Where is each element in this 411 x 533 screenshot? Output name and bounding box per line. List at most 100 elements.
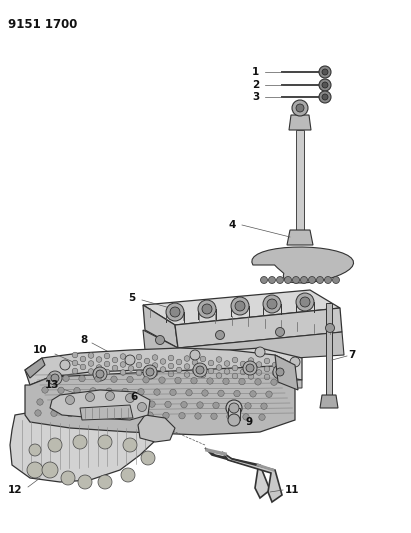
Circle shape [232,365,238,371]
Polygon shape [289,115,311,130]
Circle shape [152,370,158,376]
Circle shape [332,277,339,284]
Polygon shape [222,452,282,502]
Circle shape [186,390,192,396]
Circle shape [250,391,256,397]
Circle shape [243,361,257,375]
Polygon shape [175,308,342,348]
Circle shape [261,403,267,409]
Circle shape [80,356,86,362]
Circle shape [184,364,190,369]
Circle shape [168,363,174,369]
Circle shape [325,277,332,284]
Circle shape [277,277,284,284]
Circle shape [93,367,107,381]
Text: 9151 1700: 9151 1700 [8,18,77,31]
Circle shape [152,354,158,360]
Polygon shape [326,303,332,400]
Circle shape [138,389,144,395]
Circle shape [322,82,328,88]
Circle shape [239,378,245,385]
Circle shape [85,400,91,406]
Circle shape [234,390,240,397]
Circle shape [235,301,245,311]
Circle shape [215,330,224,340]
Circle shape [149,401,155,407]
Circle shape [154,389,160,395]
Circle shape [175,377,181,384]
Circle shape [223,378,229,384]
Circle shape [147,412,153,418]
Circle shape [246,364,254,372]
Text: 1: 1 [252,67,259,77]
Polygon shape [252,247,353,283]
Circle shape [218,390,224,397]
Circle shape [85,392,95,401]
Circle shape [37,399,43,405]
Circle shape [144,366,150,372]
Circle shape [83,411,89,417]
Circle shape [208,360,214,366]
Circle shape [280,375,286,381]
Circle shape [292,100,308,116]
Circle shape [141,451,155,465]
Polygon shape [275,355,298,390]
Circle shape [98,475,112,489]
Circle shape [208,368,214,374]
Circle shape [229,402,235,409]
Polygon shape [52,370,62,393]
Text: 12: 12 [8,485,23,495]
Text: 8: 8 [80,335,87,345]
Circle shape [72,352,78,358]
Circle shape [224,369,230,374]
Circle shape [176,359,182,365]
Text: 7: 7 [348,350,356,360]
Circle shape [197,402,203,408]
Circle shape [284,277,291,284]
Circle shape [104,369,110,375]
Circle shape [207,378,213,384]
Circle shape [35,410,41,416]
Polygon shape [205,448,270,498]
Circle shape [240,369,246,375]
Text: 13: 13 [45,380,60,390]
Circle shape [106,388,112,394]
Circle shape [53,399,59,406]
Circle shape [78,475,92,489]
Circle shape [120,354,126,359]
Circle shape [202,390,208,396]
Circle shape [128,358,134,364]
Circle shape [268,277,275,284]
Circle shape [232,357,238,363]
Circle shape [261,277,268,284]
Circle shape [146,368,154,376]
Circle shape [106,392,115,400]
Circle shape [190,350,200,360]
Polygon shape [143,305,178,348]
Circle shape [170,389,176,395]
Circle shape [228,414,240,426]
Circle shape [96,370,104,378]
Text: 11: 11 [285,485,300,495]
Circle shape [98,435,112,449]
Circle shape [73,435,87,449]
Circle shape [266,391,272,398]
Circle shape [192,368,198,373]
Polygon shape [80,405,133,420]
Circle shape [90,387,96,394]
Circle shape [72,360,78,366]
Circle shape [272,370,278,376]
Circle shape [256,370,262,375]
Circle shape [67,410,73,417]
Circle shape [263,295,281,313]
Text: 2: 2 [252,80,259,90]
Circle shape [184,356,190,361]
Circle shape [42,462,58,478]
Circle shape [48,371,62,385]
Circle shape [120,370,126,375]
Circle shape [296,104,304,112]
Circle shape [300,297,310,307]
Polygon shape [178,332,344,365]
Circle shape [74,387,80,394]
Circle shape [280,359,286,364]
